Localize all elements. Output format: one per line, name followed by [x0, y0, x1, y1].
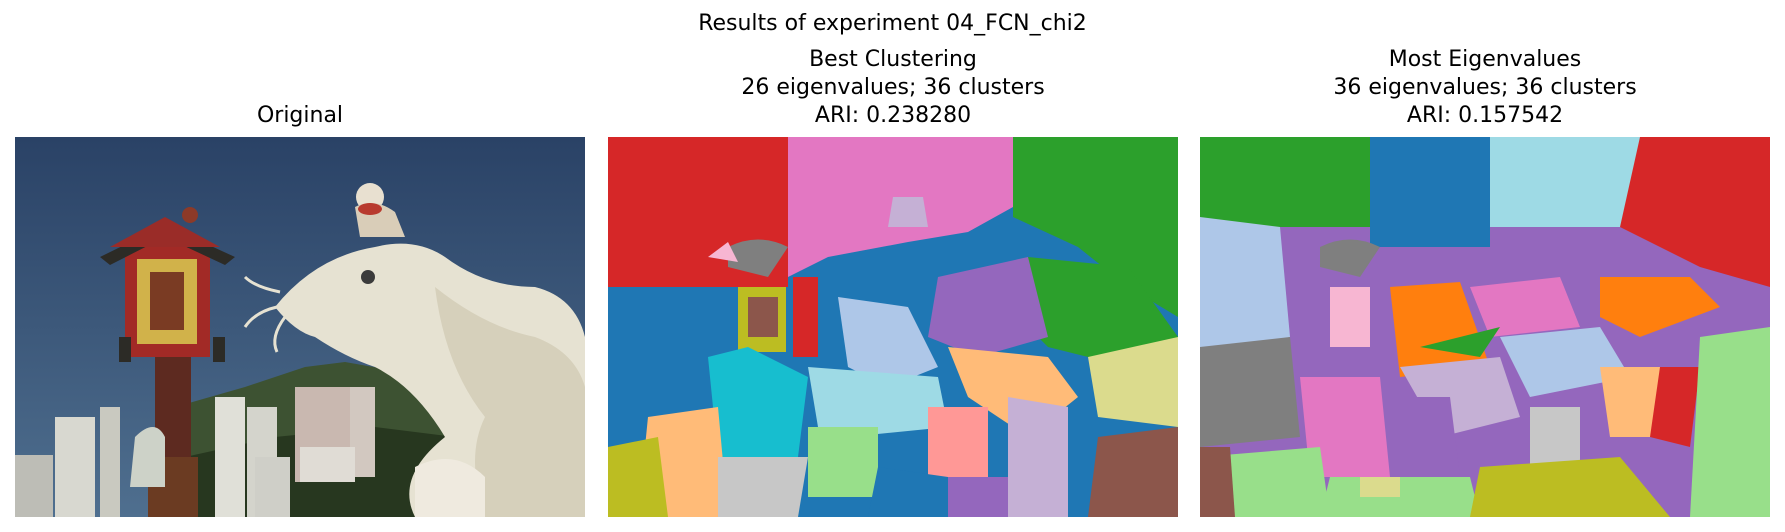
figure-title: Results of experiment 04_FCN_chi2 [698, 11, 1087, 36]
panel-original: Original [15, 0, 585, 532]
panel-title-best-clustering: Best Clustering 26 eigenvalues; 36 clust… [741, 47, 1045, 128]
best-clustering-segmentation [608, 137, 1178, 517]
original-image [15, 137, 585, 517]
panel-most-eigenvalues: Most Eigenvalues 36 eigenvalues; 36 clus… [1200, 0, 1770, 532]
panel-best-clustering: Best Clustering 26 eigenvalues; 36 clust… [608, 0, 1178, 532]
panel-title-most-eigenvalues: Most Eigenvalues 36 eigenvalues; 36 clus… [1333, 47, 1637, 128]
panel-title-original: Original [256, 103, 344, 128]
most-eigenvalues-segmentation [1200, 137, 1770, 517]
